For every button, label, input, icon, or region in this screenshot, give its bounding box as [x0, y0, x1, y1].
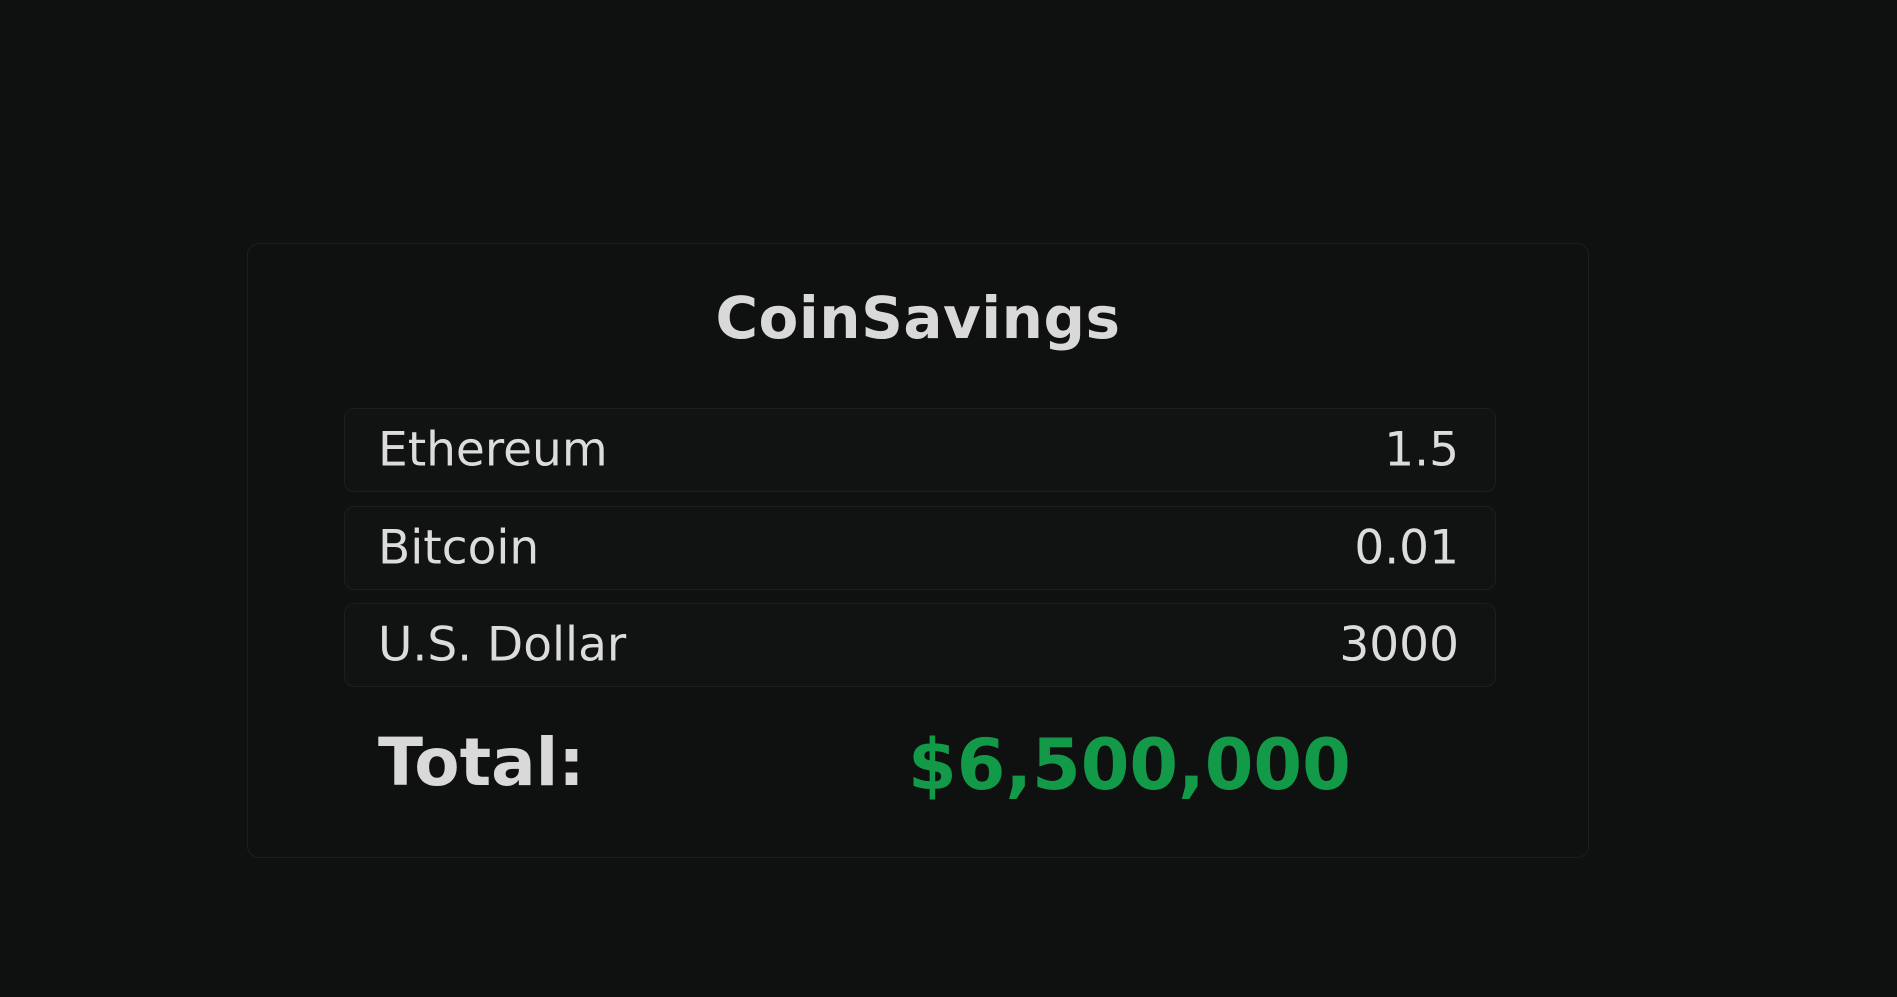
holding-value: 1.5 — [1384, 422, 1459, 478]
holding-value: 3000 — [1339, 617, 1459, 673]
holding-label: U.S. Dollar — [378, 617, 627, 673]
holding-row-bitcoin: Bitcoin 0.01 — [344, 506, 1496, 590]
app-title: CoinSavings — [715, 284, 1121, 352]
holding-value: 0.01 — [1354, 520, 1459, 576]
total-value: $6,500,000 — [908, 724, 1351, 806]
total-label: Total: — [378, 724, 585, 801]
savings-card: CoinSavings Ethereum 1.5 Bitcoin 0.01 U.… — [247, 243, 1589, 858]
holding-row-us-dollar: U.S. Dollar 3000 — [344, 603, 1496, 687]
holding-label: Bitcoin — [378, 520, 540, 576]
holding-row-ethereum: Ethereum 1.5 — [344, 408, 1496, 492]
holding-label: Ethereum — [378, 422, 608, 478]
